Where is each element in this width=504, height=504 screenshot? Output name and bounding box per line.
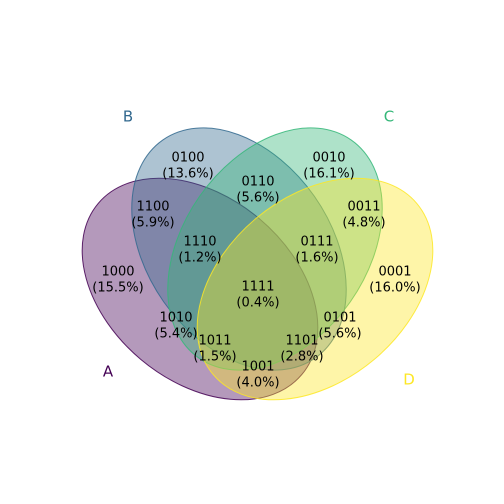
region-1101: 1101(2.8%): [280, 334, 323, 365]
region-percent-label: (4.8%): [342, 216, 385, 231]
region-code-label: 1100: [136, 200, 169, 215]
region-1001: 1001(4.0%): [236, 360, 279, 391]
region-percent-label: (1.5%): [193, 350, 236, 365]
region-1010: 1010(5.4%): [154, 311, 197, 342]
region-percent-label: (5.6%): [318, 327, 361, 342]
region-code-label: 0010: [312, 151, 345, 166]
region-code-label: 1011: [198, 334, 231, 349]
region-code-label: 1111: [241, 280, 274, 295]
region-percent-label: (5.6%): [236, 191, 279, 206]
set-label-b: B: [123, 108, 133, 126]
set-ellipse-c: [167, 127, 383, 371]
region-1110: 1110(1.2%): [178, 235, 221, 266]
region-percent-label: (1.6%): [295, 251, 338, 266]
region-1111: 1111(0.4%): [236, 280, 279, 311]
set-ellipse-a: [81, 177, 319, 401]
set-ellipses: [81, 127, 434, 401]
region-percent-label: (13.6%): [162, 167, 213, 182]
region-0110: 0110(5.6%): [236, 175, 279, 206]
region-1000: 1000(15.5%): [92, 265, 143, 296]
region-code-label: 0001: [378, 265, 411, 280]
region-percent-label: (5.4%): [154, 327, 197, 342]
region-percent-label: (1.2%): [178, 251, 221, 266]
region-percent-label: (16.1%): [303, 167, 354, 182]
region-1011: 1011(1.5%): [193, 334, 236, 365]
region-percent-label: (0.4%): [236, 296, 279, 311]
region-0111: 0111(1.6%): [295, 235, 338, 266]
region-percent-label: (5.9%): [131, 216, 174, 231]
region-code-label: 0011: [347, 200, 380, 215]
region-percent-label: (4.0%): [236, 376, 279, 391]
region-code-label: 0100: [171, 151, 204, 166]
region-code-label: 1110: [183, 235, 216, 250]
set-ellipse-b: [131, 127, 347, 371]
region-0001: 0001(16.0%): [369, 265, 420, 296]
region-code-label: 1101: [285, 334, 318, 349]
region-code-label: 1001: [241, 360, 274, 375]
region-0100: 0100(13.6%): [162, 151, 213, 182]
set-label-a: A: [103, 363, 114, 381]
labels: A B C D 1000(15.5%) 0100(13.6%) 0010(16.1%) 000…: [92, 108, 420, 391]
region-percent-label: (16.0%): [369, 281, 420, 296]
region-1100: 1100(5.9%): [131, 200, 174, 231]
set-label-d: D: [403, 371, 415, 389]
region-code-label: 1010: [159, 311, 192, 326]
region-code-label: 1000: [101, 265, 134, 280]
region-0010: 0010(16.1%): [303, 151, 354, 182]
region-percent-label: (15.5%): [92, 281, 143, 296]
region-code-label: 0101: [323, 311, 356, 326]
region-code-label: 0110: [241, 175, 274, 190]
region-code-label: 0111: [300, 235, 333, 250]
region-0101: 0101(5.6%): [318, 311, 361, 342]
set-ellipse-d: [196, 177, 434, 401]
set-label-c: C: [384, 108, 394, 126]
region-percent-label: (2.8%): [280, 350, 323, 365]
region-0011: 0011(4.8%): [342, 200, 385, 231]
